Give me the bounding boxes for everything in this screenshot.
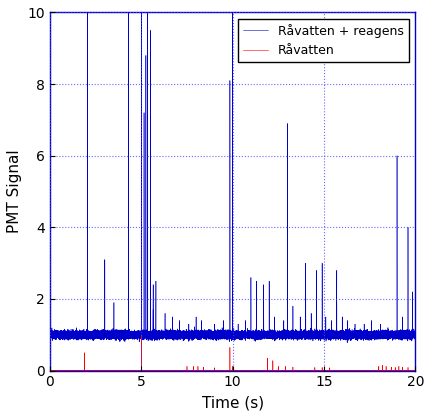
- Råvatten: [281, 368, 286, 373]
- X-axis label: Time (s): Time (s): [201, 395, 263, 410]
- Råvatten + reagens: [344, 340, 349, 345]
- Råvatten + reagens: [412, 311, 417, 316]
- Råvatten: [215, 368, 220, 373]
- Råvatten + reagens: [236, 335, 241, 340]
- Råvatten: [279, 368, 284, 373]
- Line: Råvatten: Råvatten: [50, 335, 415, 371]
- Råvatten: [236, 368, 241, 373]
- Råvatten: [412, 368, 417, 373]
- Råvatten: [155, 368, 160, 373]
- Råvatten + reagens: [215, 329, 220, 334]
- Råvatten + reagens: [279, 331, 284, 336]
- Råvatten: [67, 368, 72, 373]
- Råvatten + reagens: [155, 332, 160, 337]
- Y-axis label: PMT Signal: PMT Signal: [7, 150, 22, 234]
- Råvatten + reagens: [67, 332, 72, 337]
- Råvatten + reagens: [47, 332, 52, 337]
- Råvatten: [47, 368, 52, 373]
- Råvatten + reagens: [321, 332, 326, 337]
- Legend: Råvatten + reagens, Råvatten: Råvatten + reagens, Råvatten: [238, 19, 408, 62]
- Råvatten + reagens: [85, 10, 90, 15]
- Line: Råvatten + reagens: Råvatten + reagens: [50, 13, 415, 343]
- Råvatten: [138, 332, 144, 337]
- Råvatten: [321, 368, 326, 373]
